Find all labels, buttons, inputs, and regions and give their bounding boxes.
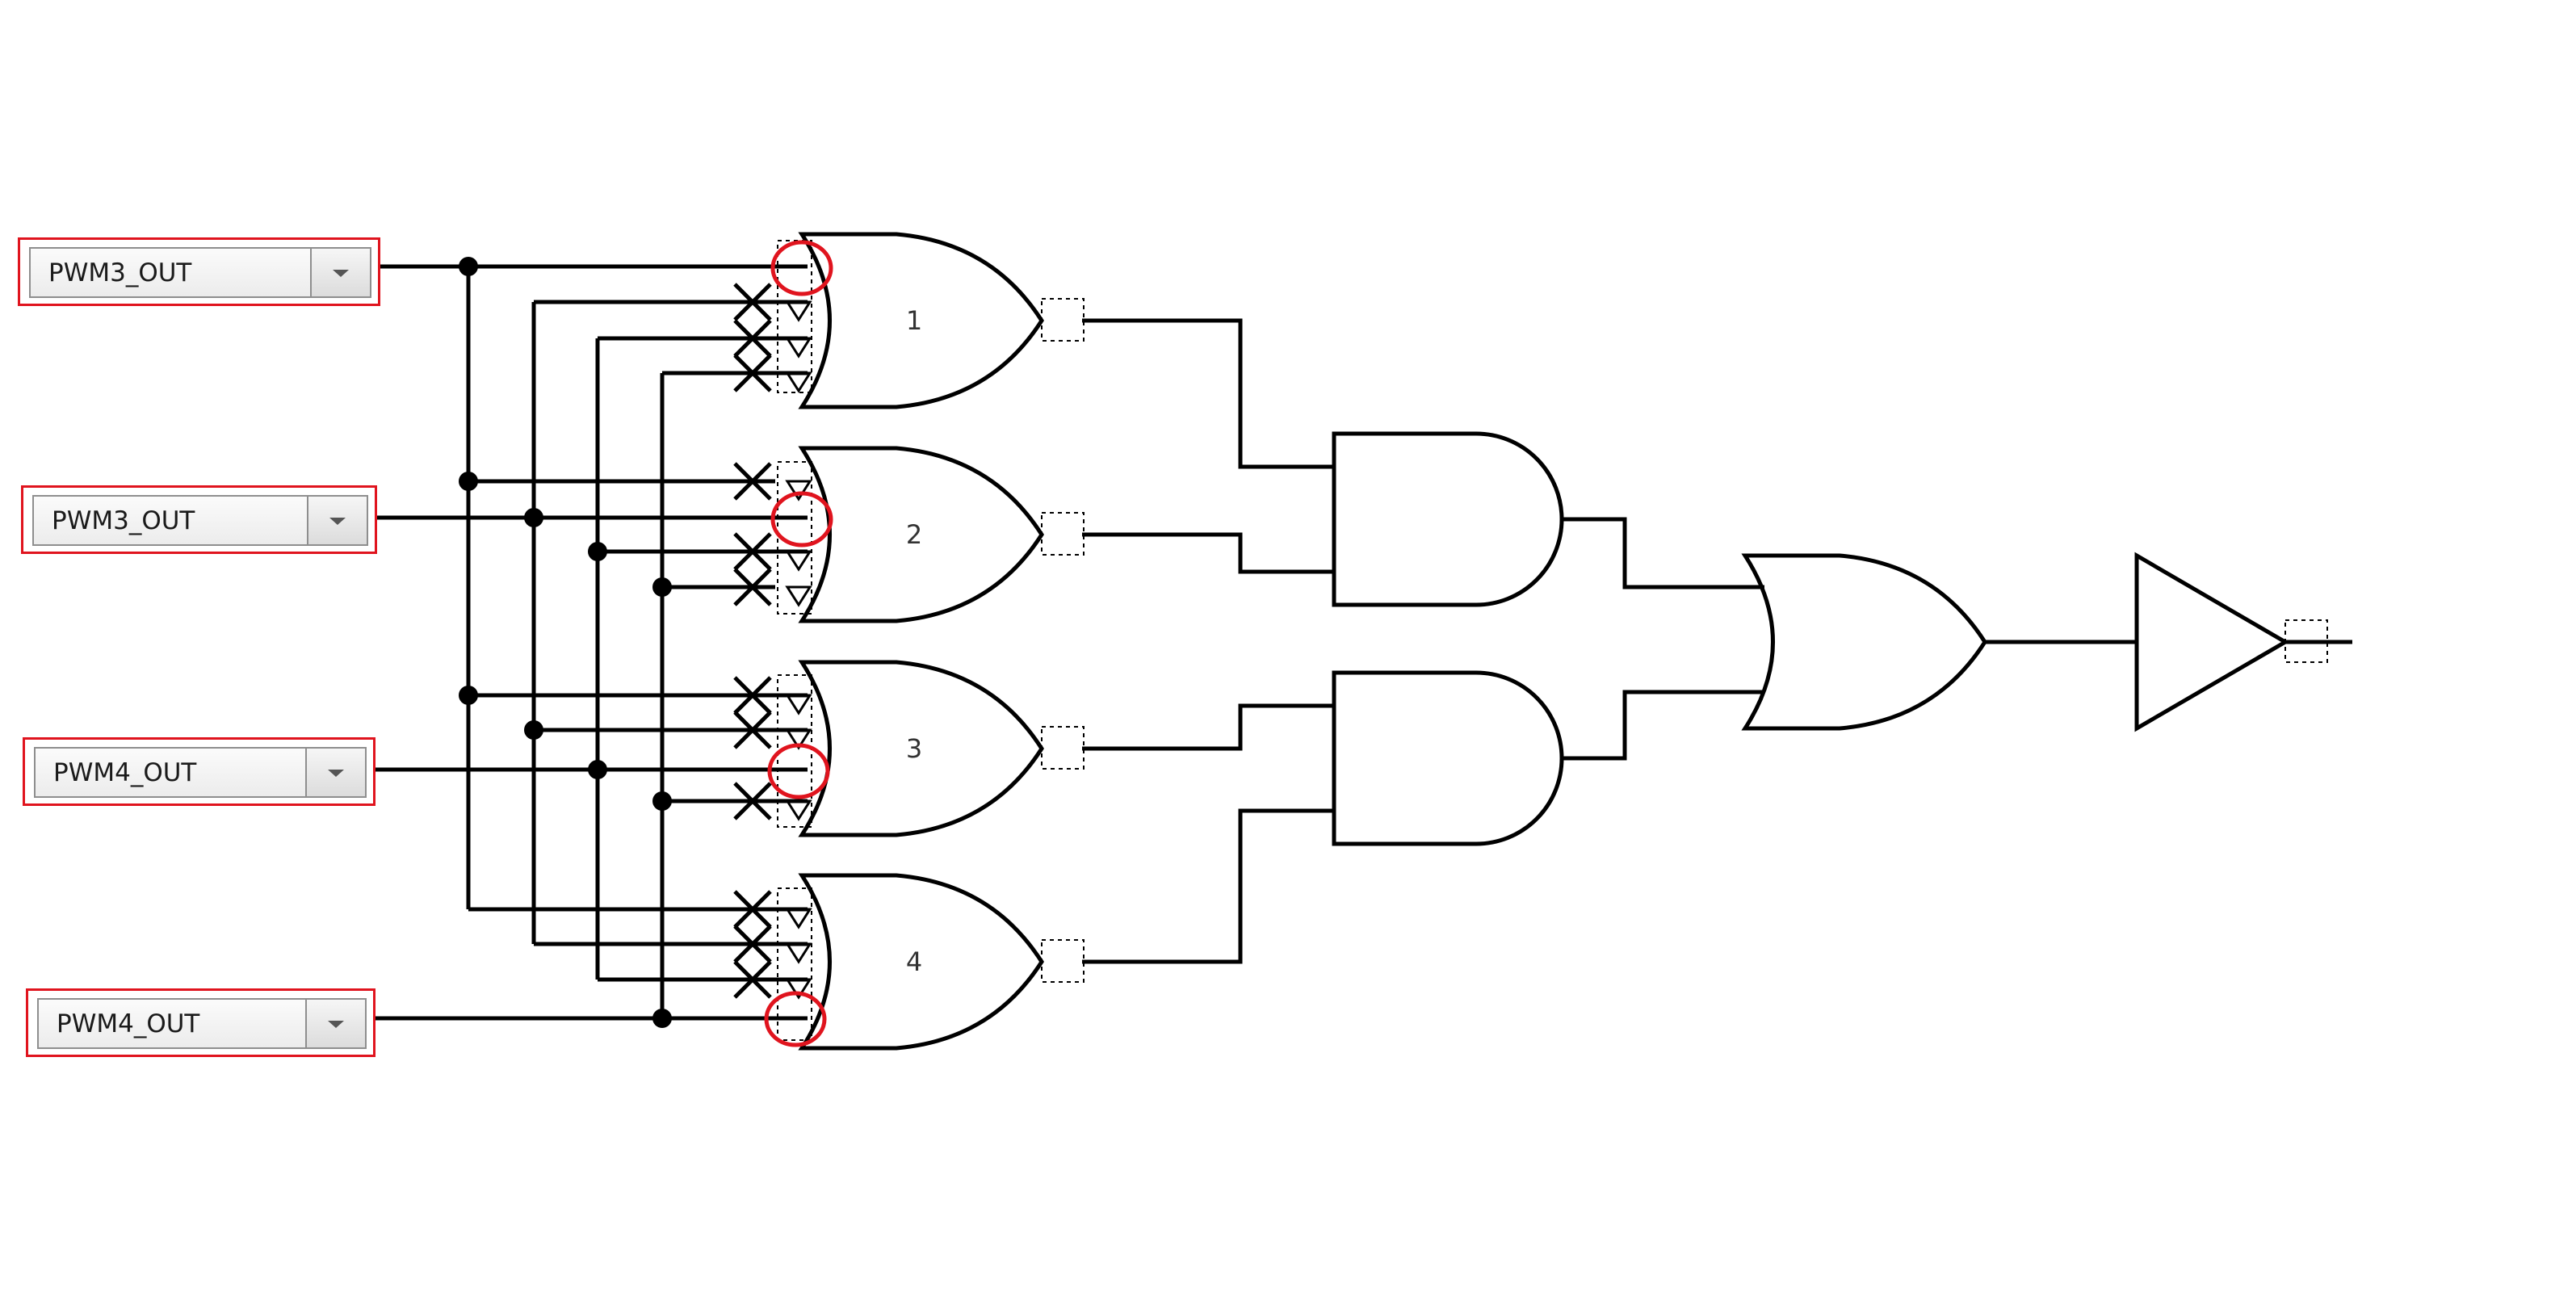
gate3-input-pins [777,674,812,828]
red-circle-highlight [764,991,827,1047]
x-mark-icon [733,711,772,749]
invert-triangle-icon[interactable] [785,728,812,750]
input-dropdown-3[interactable]: PWM4_OUT [34,747,367,798]
invert-triangle-icon[interactable] [785,978,812,1000]
junction-dot [652,577,672,597]
or-gate-3[interactable] [798,660,1044,837]
x-mark-icon [733,354,772,392]
gate3-output-pin[interactable] [1041,726,1085,770]
invert-triangle-icon[interactable] [785,300,812,322]
buffer-gate[interactable] [2134,552,2289,732]
final-output-pin[interactable] [2284,619,2328,663]
x-mark-icon [733,960,772,999]
x-mark-icon [733,782,772,820]
or-gate-3-label: 3 [906,733,922,764]
invert-triangle-icon[interactable] [785,550,812,572]
chevron-down-icon[interactable] [305,749,365,796]
red-circle-highlight [770,491,833,548]
input-selector-3: PWM4_OUT [23,737,375,806]
junction-dot [459,686,478,705]
x-mark-icon [733,925,772,963]
x-mark-icon [733,890,772,929]
input-selector-1: PWM3_OUT [18,237,380,306]
invert-triangle-icon[interactable] [785,480,812,501]
junction-dot [459,257,478,276]
or-gate-4-label: 4 [906,946,922,977]
x-mark-icon [733,676,772,715]
junction-dot [524,720,543,740]
x-mark-icon [733,319,772,358]
junction-dot [588,760,607,779]
or1-output-wire [1082,318,1334,469]
x-mark-icon [733,283,772,321]
gate1-output-pin[interactable] [1041,298,1085,342]
junction-dot [652,1009,672,1028]
input-dropdown-3-value: PWM4_OUT [53,757,197,787]
input-dropdown-2-value: PWM3_OUT [52,506,195,535]
x-mark-icon [733,568,772,606]
and-gate-1[interactable] [1332,431,1564,607]
gate1-input-pins [777,240,812,393]
junction-dot [652,791,672,811]
chevron-down-icon[interactable] [305,1000,365,1047]
chevron-down-icon[interactable] [307,497,367,544]
gate4-input-pins [777,887,812,1041]
input-selector-4: PWM4_OUT [26,988,375,1057]
input-dropdown-4[interactable]: PWM4_OUT [37,998,367,1049]
invert-triangle-icon[interactable] [785,694,812,715]
or4-output-wire [1082,808,1334,964]
red-circle-highlight [767,743,830,799]
invert-triangle-icon[interactable] [785,908,812,929]
chevron-down-icon[interactable] [310,249,370,296]
red-circle-highlight [770,240,833,296]
or-gate-1-label: 1 [906,305,922,336]
or-gate-final[interactable] [1741,553,1987,731]
junction-dot [524,508,543,527]
and2-output-wire [1562,690,1764,761]
invert-triangle-icon[interactable] [785,799,812,821]
or-gate-4[interactable] [798,873,1044,1051]
gate4-output-pin[interactable] [1041,939,1085,983]
input-dropdown-1[interactable]: PWM3_OUT [29,247,371,298]
invert-triangle-icon[interactable] [785,585,812,607]
x-mark-icon [733,462,772,501]
input-dropdown-2[interactable]: PWM3_OUT [32,495,368,546]
invert-triangle-icon[interactable] [785,942,812,964]
or2-output-wire [1082,532,1334,574]
invert-triangle-icon[interactable] [785,371,812,393]
or-gate-2[interactable] [798,446,1044,623]
and-gate-2[interactable] [1332,670,1564,846]
x-mark-icon [733,532,772,571]
junction-dot [459,472,478,491]
input-dropdown-1-value: PWM3_OUT [48,258,192,287]
gate2-input-pins [777,461,812,615]
junction-dot [588,542,607,561]
input-dropdown-4-value: PWM4_OUT [57,1009,200,1038]
invert-triangle-icon[interactable] [785,337,812,359]
gate2-output-pin[interactable] [1041,512,1085,556]
input-selector-2: PWM3_OUT [21,485,377,554]
and1-output-wire [1562,517,1764,589]
or3-output-wire [1082,703,1334,751]
or-gate-2-label: 2 [906,519,922,550]
or-gate-1[interactable] [798,232,1044,409]
